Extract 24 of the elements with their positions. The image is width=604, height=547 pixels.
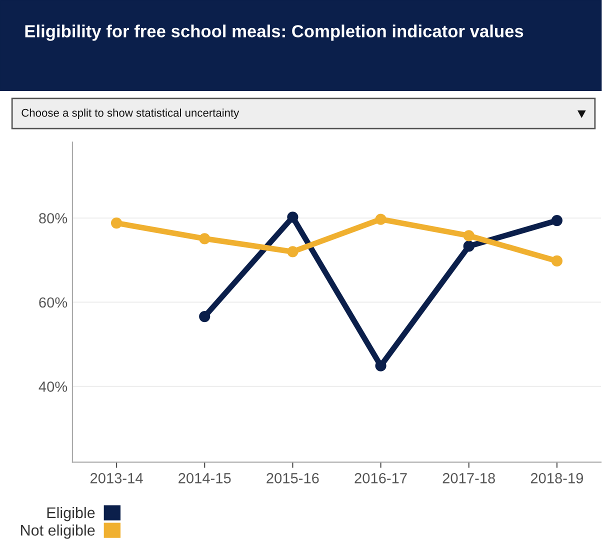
x-tick-label: 2013-14 [90,473,143,484]
y-tick-label: 80% [39,213,68,224]
point [463,230,474,242]
point [110,218,122,229]
x-tick-label: 2018-19 [530,473,584,484]
point [551,255,562,267]
x-tick-label: 2015-16 [266,473,319,484]
point [375,360,386,372]
point [551,214,562,226]
point [375,214,386,225]
point [287,212,298,223]
x-tick-label: 2016-17 [354,473,407,484]
point [287,246,298,258]
point [463,240,474,252]
point [199,310,210,322]
y-tick-label: 40% [38,382,68,392]
legend-label: Eligible [47,506,95,522]
x-tick-label: 2014-15 [178,473,231,484]
chart-title: Eligibility for free school meals: Completion indicator values [25,24,524,41]
chart-subtitle: Choose a split to show statistical uncertainty [22,108,240,119]
legend-label: Not eligible [21,524,95,539]
x-tick-label: 2017-18 [442,473,495,484]
y-tick-label: 60% [39,297,68,308]
point [199,233,210,244]
